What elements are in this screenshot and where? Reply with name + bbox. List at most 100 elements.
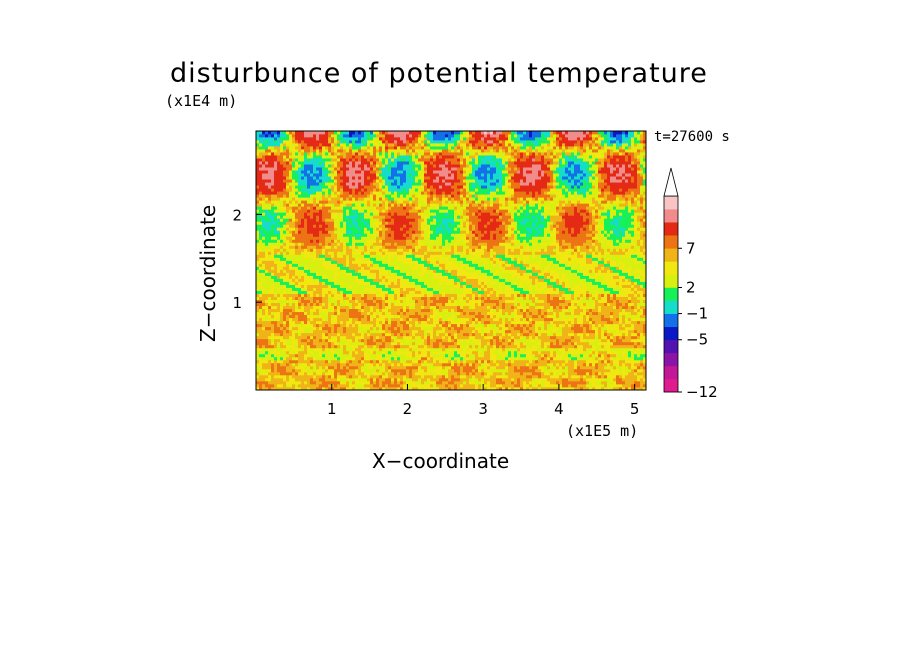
heatmap-cell [493,383,497,388]
heatmap-cell [289,371,293,376]
heatmap-cell [463,332,467,337]
heatmap-cell [466,296,470,300]
heatmap-cell [322,383,326,388]
heatmap-cell [313,278,317,282]
heatmap-cell [616,308,620,313]
heatmap-cell [577,314,581,319]
heatmap-cell [307,380,311,385]
heatmap-cell [610,341,614,346]
heatmap-cell [400,272,404,276]
heatmap-cell [298,356,302,361]
heatmap-cell [511,350,515,355]
heatmap-cell [286,353,290,358]
heatmap-cell [592,353,596,358]
heatmap-cell [334,302,338,307]
heatmap-cell [544,353,548,358]
heatmap-cell [265,380,269,385]
heatmap-cell [277,284,281,288]
heatmap-cell [439,293,443,297]
heatmap-cell [355,383,359,388]
heatmap-cell [544,341,548,346]
heatmap-cell [292,362,296,367]
heatmap-cell [445,377,449,382]
heatmap-cell [544,308,548,313]
heatmap-cell [571,338,575,343]
heatmap-cell [550,350,554,355]
heatmap-cell [595,293,599,297]
heatmap-cell [430,383,434,388]
heatmap-cell [607,386,611,391]
heatmap-cell [355,287,359,291]
heatmap-cell [538,341,542,346]
heatmap-cell [634,326,638,331]
heatmap-cell [574,293,578,297]
heatmap-cell [550,359,554,364]
heatmap-cell [505,344,509,349]
heatmap-cell [490,278,494,282]
heatmap-cell [361,353,365,358]
heatmap-cell [424,383,428,388]
heatmap-cell [313,350,317,355]
heatmap-cell [418,293,422,297]
heatmap-cell [454,347,458,352]
heatmap-cell [343,302,347,307]
heatmap-cell [562,335,566,340]
heatmap-cell [529,350,533,355]
heatmap-cell [397,341,401,346]
heatmap-cell [448,293,452,297]
heatmap-cell [568,311,572,316]
heatmap-cell [433,368,437,373]
heatmap-cell [607,338,611,343]
heatmap-cell [382,278,386,282]
heatmap-cell [466,350,470,355]
heatmap-cell [610,371,614,376]
heatmap-cell [574,341,578,346]
heatmap-cell [544,284,548,288]
heatmap-cell [565,299,569,304]
heatmap-cell [259,353,263,358]
heatmap-cell [397,293,401,297]
heatmap-cell [439,347,443,352]
heatmap-cell [442,344,446,349]
heatmap-cell [349,326,353,331]
heatmap-cell [388,353,392,358]
heatmap-cell [442,359,446,364]
heatmap-cell [532,296,536,300]
heatmap-cell [610,296,614,300]
heatmap-cell [307,353,311,358]
heatmap-cell [451,353,455,358]
heatmap-cell [343,332,347,337]
heatmap-cell [358,305,362,310]
heatmap-cell [622,332,626,337]
heatmap-cell [595,284,599,288]
heatmap-cell [577,320,581,325]
heatmap-cell [568,386,572,391]
heatmap-cell [571,335,575,340]
heatmap-cell [274,347,278,352]
heatmap-cell [640,305,644,310]
heatmap-cell [463,314,467,319]
heatmap-cell [529,377,533,382]
heatmap-cell [424,338,428,343]
heatmap-cell [604,314,608,319]
heatmap-cell [595,380,599,385]
heatmap-cell [592,284,596,288]
heatmap-cell [379,320,383,325]
heatmap-cell [568,305,572,310]
heatmap-cell [526,278,530,282]
heatmap-cell [601,302,605,307]
heatmap-cell [496,308,500,313]
heatmap-cell [628,362,632,367]
heatmap-cell [427,296,431,300]
heatmap-cell [478,347,482,352]
heatmap-cell [373,359,377,364]
heatmap-cell [367,386,371,391]
heatmap-cell [622,284,626,288]
heatmap-cell [445,335,449,340]
heatmap-cell [571,293,575,297]
heatmap-cell [586,338,590,343]
heatmap-cell [451,299,455,304]
heatmap-cell [541,350,545,355]
heatmap-cell [334,287,338,291]
heatmap-cell [610,278,614,282]
